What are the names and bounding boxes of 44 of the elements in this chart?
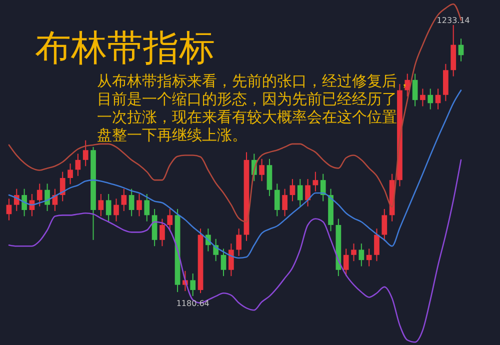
candlestick xyxy=(274,183,280,217)
candlestick xyxy=(435,88,441,110)
candlestick xyxy=(60,171,66,202)
candlestick xyxy=(36,183,42,207)
chart-title: 布林带指标 xyxy=(35,28,215,69)
candlestick xyxy=(305,178,310,207)
candlestick xyxy=(290,178,296,202)
candlestick xyxy=(366,248,372,267)
candlestick xyxy=(228,243,234,277)
candlestick xyxy=(160,218,165,247)
candlestick xyxy=(128,188,134,217)
candlestick xyxy=(412,73,418,107)
candlestick xyxy=(106,194,112,222)
candlestick xyxy=(420,88,426,107)
candlestick xyxy=(190,272,196,296)
candlestick xyxy=(343,248,349,277)
candlestick xyxy=(428,88,434,110)
candlestick xyxy=(144,194,150,222)
candlestick xyxy=(320,173,326,202)
candlestick xyxy=(121,188,127,212)
candlestick xyxy=(382,208,388,242)
candlestick xyxy=(68,163,73,185)
candlestick xyxy=(167,208,173,232)
candlestick xyxy=(114,198,119,222)
candlestick xyxy=(236,228,242,256)
candlestick xyxy=(458,38,464,62)
candlestick xyxy=(259,158,264,182)
candlestick xyxy=(358,243,364,267)
annotation: 1180.64 xyxy=(176,299,210,308)
candlestick xyxy=(6,198,12,221)
candlestick xyxy=(282,188,288,217)
candlestick xyxy=(98,194,104,217)
candlestick xyxy=(297,178,303,207)
candlestick xyxy=(44,183,50,212)
annotation: 1233.14 xyxy=(436,16,470,25)
annotation: 从布林带指标来看，先前的张口，经过修复后，目前是一个缩口的形态，因为先前已经经历了一次拉涨，现在来看有较大概率会在这个位置盘整一下再继续上涨。 xyxy=(97,72,412,144)
candlestick xyxy=(312,171,318,192)
candlestick xyxy=(75,153,81,176)
candlestick xyxy=(22,188,27,217)
candlestick xyxy=(220,248,226,277)
candlestick xyxy=(374,228,380,262)
candlestick xyxy=(82,140,88,167)
candlestick xyxy=(351,243,356,262)
candlestick xyxy=(136,194,142,217)
